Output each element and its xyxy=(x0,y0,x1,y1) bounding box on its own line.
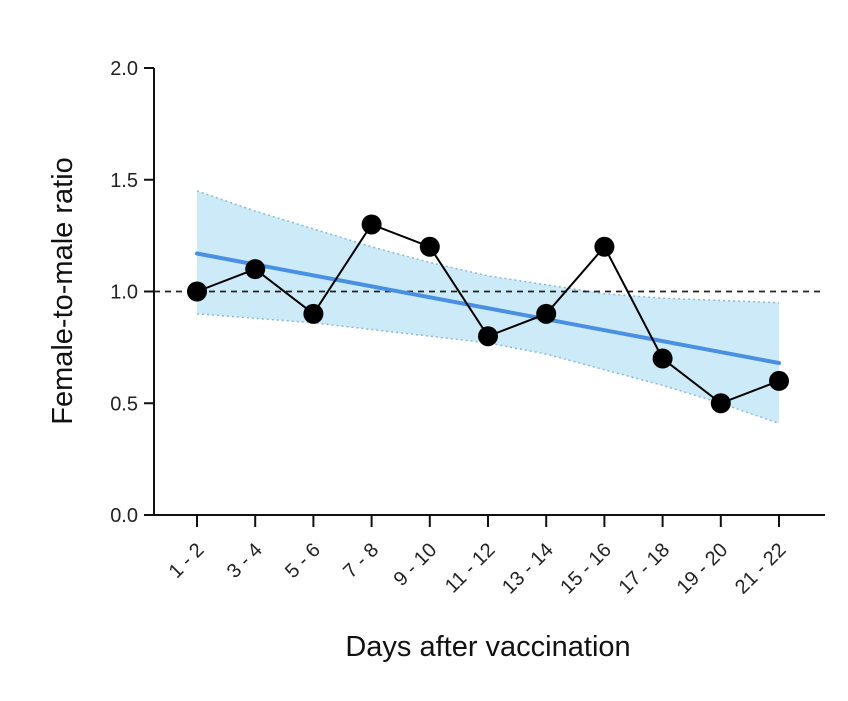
data-point xyxy=(361,214,382,235)
y-tick-label: 1.0 xyxy=(110,282,138,304)
x-tick-label: 5 - 6 xyxy=(281,539,325,583)
data-point xyxy=(303,303,324,324)
x-tick-label: 17 - 18 xyxy=(615,539,675,599)
data-point xyxy=(419,236,440,257)
data-point xyxy=(245,259,266,280)
y-axis-title: Female-to-male ratio xyxy=(47,157,79,425)
y-tick-label: 2.0 xyxy=(110,58,138,80)
x-axis-title: Days after vaccination xyxy=(345,631,630,663)
x-tick-label: 1 - 2 xyxy=(165,539,209,583)
data-point xyxy=(478,326,498,347)
data-point xyxy=(594,236,615,257)
y-tick-label: 0.5 xyxy=(110,393,138,415)
data-point xyxy=(652,348,673,369)
trend-line-layer xyxy=(195,251,781,366)
trend-line xyxy=(195,251,781,366)
x-tick-label: 11 - 12 xyxy=(441,539,500,598)
data-point xyxy=(769,370,789,391)
data-point xyxy=(710,393,731,414)
x-tick-label: 7 - 8 xyxy=(339,539,383,583)
y-ticks: 0.0 0.5 1.0 1.5 2.0 xyxy=(110,58,154,527)
x-tick-label: 3 - 4 xyxy=(223,539,267,583)
x-tick-label: 13 - 14 xyxy=(498,539,558,599)
y-tick-label: 0.0 xyxy=(110,505,138,527)
x-tick-label: 15 - 16 xyxy=(556,539,616,599)
series-layer xyxy=(187,214,789,414)
data-point xyxy=(187,281,207,302)
data-point xyxy=(536,303,557,324)
x-tick-label: 19 - 20 xyxy=(673,539,733,599)
y-tick-label: 1.5 xyxy=(110,170,138,192)
x-tick-label: 21 - 22 xyxy=(731,539,791,599)
x-tick-label: 9 - 10 xyxy=(390,539,442,591)
